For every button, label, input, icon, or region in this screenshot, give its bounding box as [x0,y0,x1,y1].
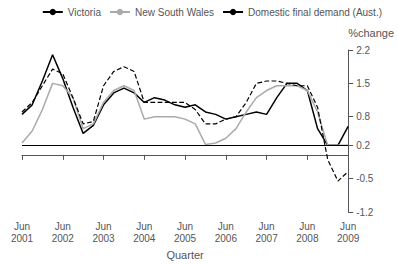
svg-text:2002: 2002 [52,233,75,244]
svg-text:2005: 2005 [174,233,197,244]
svg-text:-1.2: -1.2 [356,207,374,218]
svg-text:Jun: Jun [95,221,111,232]
svg-text:2004: 2004 [133,233,156,244]
svg-text:Jun: Jun [299,221,315,232]
svg-text:Jun: Jun [340,221,356,232]
svg-text:2001: 2001 [11,233,34,244]
svg-text:Jun: Jun [55,221,71,232]
svg-text:2009: 2009 [337,233,360,244]
svg-text:Jun: Jun [177,221,193,232]
svg-text:Victoria: Victoria [68,7,102,18]
svg-text:2006: 2006 [215,233,238,244]
svg-text:2.2: 2.2 [356,45,370,56]
svg-text:0.2: 0.2 [356,140,370,151]
svg-text:Jun: Jun [259,221,275,232]
svg-text:0.8: 0.8 [356,111,370,122]
svg-text:2003: 2003 [92,233,115,244]
svg-text:1.5: 1.5 [356,78,370,89]
svg-text:Domestic final demand (Aust.): Domestic final demand (Aust.) [248,7,382,18]
svg-text:Jun: Jun [136,221,152,232]
svg-text:2008: 2008 [296,233,319,244]
svg-text:Quarter: Quarter [166,249,204,261]
svg-text:Jun: Jun [14,221,30,232]
svg-text:2007: 2007 [255,233,278,244]
svg-text:%change: %change [348,27,394,39]
svg-text:-0.5: -0.5 [356,173,374,184]
svg-text:New South Wales: New South Wales [135,7,214,18]
svg-text:Jun: Jun [218,221,234,232]
